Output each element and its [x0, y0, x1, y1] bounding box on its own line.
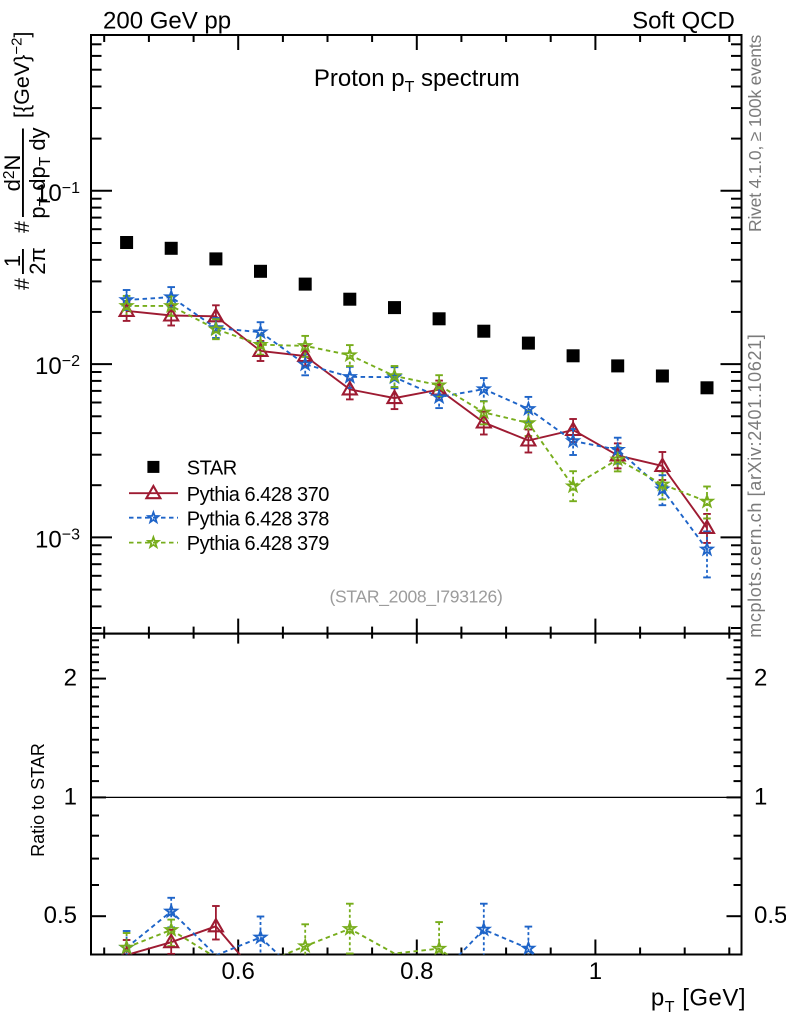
svg-text:1: 1: [64, 783, 77, 810]
svg-text:Pythia 6.428 379: Pythia 6.428 379: [187, 533, 329, 555]
svg-text:1: 1: [754, 783, 767, 810]
svg-text:Pythia 6.428 378: Pythia 6.428 378: [187, 508, 329, 530]
svg-text:mcplots.cern.ch [arXiv:2401.10: mcplots.cern.ch [arXiv:2401.10621]: [745, 334, 765, 638]
svg-text:Ratio to STAR: Ratio to STAR: [28, 743, 48, 857]
svg-text:0.6: 0.6: [222, 958, 255, 985]
svg-text:10−1: 10−1: [35, 180, 80, 207]
svg-text:1: 1: [589, 958, 602, 985]
svg-text:2: 2: [754, 665, 767, 692]
svg-text:0.5: 0.5: [44, 902, 77, 929]
svg-text:Rivet 4.1.0, ≥ 100k events: Rivet 4.1.0, ≥ 100k events: [745, 35, 765, 232]
svg-text:#: #: [10, 278, 34, 290]
svg-text:0.8: 0.8: [400, 958, 433, 985]
svg-text:Soft QCD: Soft QCD: [632, 7, 735, 34]
svg-text:0.5: 0.5: [754, 902, 786, 929]
svg-text:#: #: [10, 221, 34, 233]
svg-text:STAR: STAR: [187, 458, 237, 480]
svg-text:2π: 2π: [25, 247, 50, 274]
svg-text:2: 2: [64, 665, 77, 692]
svg-text:1: 1: [0, 255, 25, 267]
svg-text:Proton pT spectrum: Proton pT spectrum: [314, 65, 520, 96]
svg-text:200 GeV pp: 200 GeV pp: [103, 7, 231, 34]
svg-text:(STAR_2008_I793126): (STAR_2008_I793126): [330, 587, 503, 608]
svg-text:Pythia 6.428 370: Pythia 6.428 370: [187, 484, 329, 506]
